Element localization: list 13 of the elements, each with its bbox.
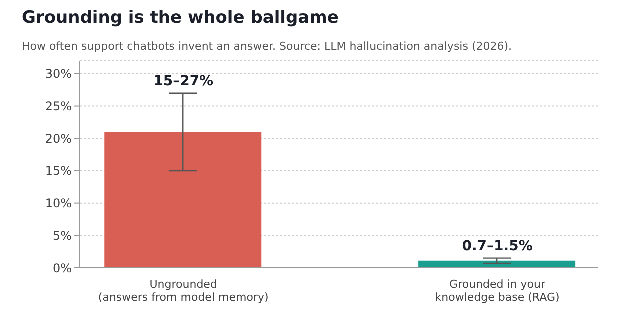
chart-title: Grounding is the whole ballgame: [22, 8, 340, 28]
y-tick-label: 0%: [52, 261, 72, 276]
annotation: 15–27%: [154, 73, 214, 90]
y-tick-label: 10%: [45, 196, 72, 211]
y-tick-label: 30%: [45, 67, 72, 82]
y-tick-label: 15%: [45, 164, 72, 178]
annotation: 0.7–1.5%: [462, 238, 533, 254]
chart-subtitle: How often support chatbots invent an answer. Source: LLM hallucination analysis (2026).: [22, 40, 514, 53]
x-tick-label: Ungrounded (answers from model memory): [98, 278, 269, 304]
x-tick-label: Grounded in your knowledge base (RAG): [435, 278, 560, 304]
y-tick-label: 25%: [45, 100, 72, 114]
y-tick-label: 5%: [52, 228, 72, 243]
y-tick-label: 20%: [45, 132, 72, 146]
